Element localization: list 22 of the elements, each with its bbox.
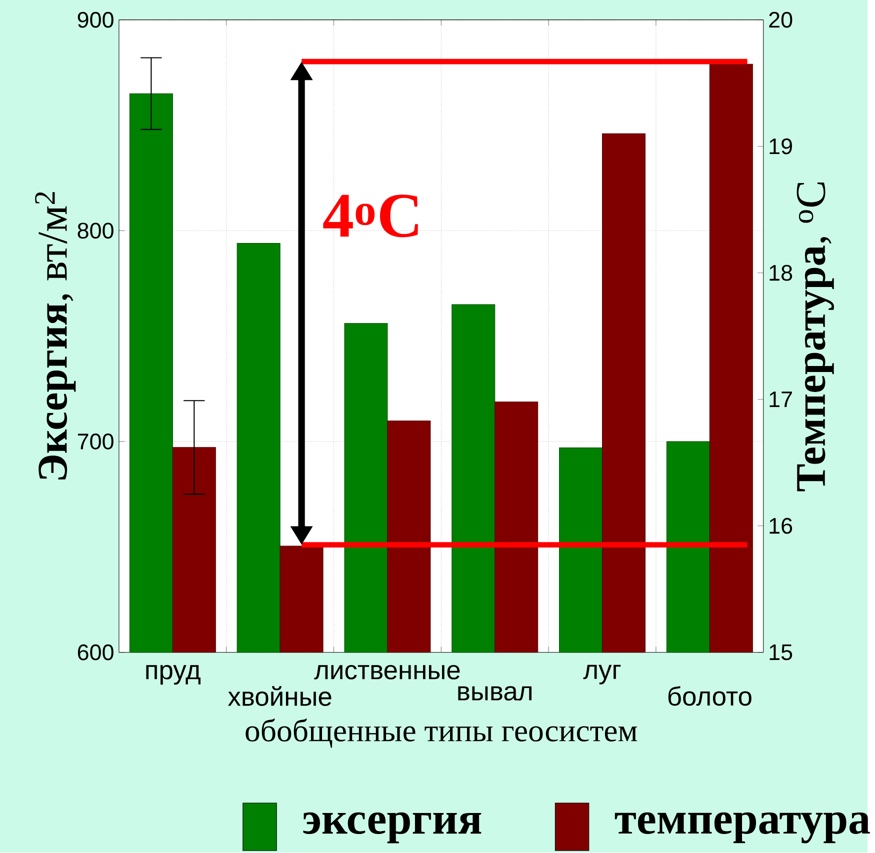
legend-label: температура — [614, 812, 870, 844]
y-tick-label: 800 — [78, 222, 114, 239]
x-tick-label: болото — [668, 686, 752, 706]
y2-tick-label: 18 — [770, 265, 792, 281]
y-tick-label: 900 — [78, 12, 114, 28]
legend-label: эксергия — [303, 812, 482, 844]
y2-tick-label: 16 — [770, 518, 792, 534]
x-tick-label: хвойные — [228, 686, 332, 706]
x-tick-label: лиственные — [314, 665, 460, 680]
y2-tick-label: 17 — [770, 392, 792, 408]
y2-tick-label: 20 — [769, 12, 792, 28]
x-tick-label: вывал — [458, 686, 532, 701]
y2-tick-label: 19 — [770, 138, 792, 154]
annotation: 4$^{o}$C — [323, 194, 418, 238]
y-tick-label: 700 — [78, 434, 114, 450]
y2-tick-label: 15 — [770, 644, 792, 660]
y2-axis-title: Температура, $^{o}$C — [796, 182, 834, 492]
x-axis-title: обобщенные типы геосистем — [246, 718, 638, 748]
x-tick-label: пруд — [146, 665, 200, 685]
y-axis-title: Эксергия, вт/м$^{2}$ — [35, 192, 76, 480]
x-tick-label: луг — [583, 665, 621, 685]
y-tick-label: 600 — [78, 644, 114, 660]
